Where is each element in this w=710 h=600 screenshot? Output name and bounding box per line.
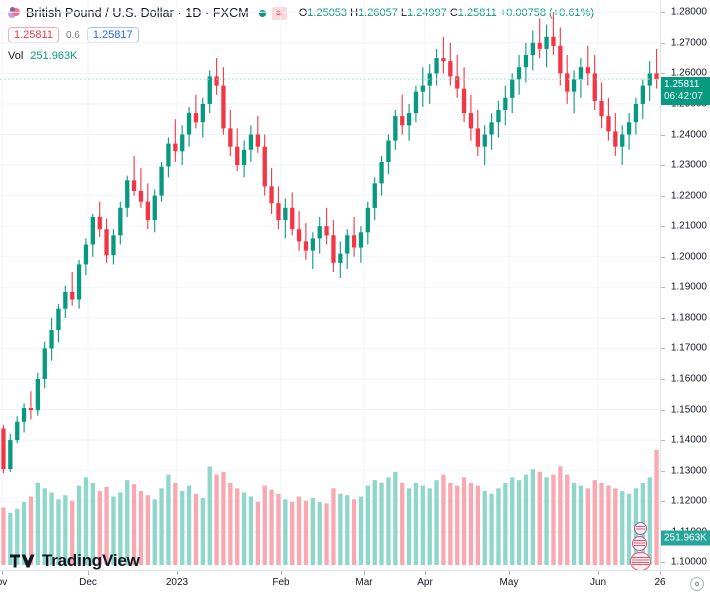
gbp-flag-icon[interactable]: [634, 522, 647, 535]
price-tick: [661, 287, 665, 289]
price-tick: [661, 256, 665, 258]
time-tick: [281, 571, 282, 575]
price-tick: [661, 226, 665, 228]
price-tick: [661, 501, 665, 503]
time-tick: [88, 571, 89, 575]
price-tick-label: 1.20000: [670, 251, 707, 263]
ohlc-l-value: 1.24997: [407, 7, 447, 19]
volume-label: Vol: [8, 50, 24, 62]
price-tick: [661, 195, 665, 197]
time-tick-label: 26: [654, 577, 666, 588]
time-axis[interactable]: ov Dec 2023 Feb Mar Apr May Jun 26: [0, 570, 710, 600]
usd-flag-large-icon[interactable]: [630, 552, 651, 571]
price-tick: [661, 409, 665, 411]
time-tick-label: May: [499, 577, 519, 588]
time-tick: [509, 571, 510, 575]
ohlc-change: +0.00758 (+0.61%): [499, 7, 594, 19]
price-tick: [661, 440, 665, 442]
ask-price-box[interactable]: 1.25817: [86, 27, 139, 43]
ohlc-o-key: O: [298, 7, 308, 19]
bar-countdown: 06:42:07: [664, 91, 703, 103]
currency-pair-icon: [8, 6, 21, 20]
price-tick: [661, 165, 665, 166]
time-tick-label: ov: [0, 577, 8, 588]
price-tick-label: 1.28000: [670, 6, 707, 18]
price-tick: [661, 348, 665, 350]
time-tick: [660, 571, 661, 575]
price-tick-label: 1.18000: [670, 312, 707, 324]
usd-flag-icon[interactable]: [632, 536, 647, 551]
bid-ask-row: 1.25811 0.6 1.25817: [8, 25, 668, 45]
price-tick-label: 1.19000: [670, 281, 707, 293]
time-tick: [177, 571, 178, 575]
price-tick-label: 1.27000: [670, 37, 707, 49]
legend-title-row: British Pound / U.S. Dollar · 1D · FXCM …: [8, 4, 668, 22]
symbol-title[interactable]: British Pound / U.S. Dollar · 1D · FXCM: [26, 6, 249, 20]
price-tick: [661, 379, 665, 380]
time-tick: [2, 571, 3, 575]
price-tick: [661, 317, 665, 319]
time-tick-label: Apr: [417, 577, 433, 588]
currency-flag-stack[interactable]: [630, 522, 662, 578]
time-tick-label: Dec: [79, 577, 97, 588]
price-tick-label: 1.21000: [670, 220, 707, 232]
bid-price-box[interactable]: 1.25811: [8, 27, 59, 43]
price-tick-label: 1.15000: [670, 404, 707, 415]
price-tick: [661, 562, 665, 564]
spread-value: 0.6: [65, 29, 80, 41]
price-tick: [661, 73, 665, 75]
time-tick-label: 2023: [165, 577, 189, 588]
ohlc-h-key: H: [350, 7, 359, 19]
price-tick: [661, 42, 665, 44]
volume-legend-row: Vol 251.963K: [8, 48, 668, 64]
ohlc-o-value: 1.25053: [307, 7, 348, 19]
price-tick: [661, 134, 665, 136]
ohlc-c-key: C: [449, 7, 458, 19]
time-tick-label: Jun: [589, 577, 607, 588]
current-price-value: 1.25811: [664, 79, 700, 91]
chart-plot-area[interactable]: [0, 0, 660, 570]
time-tick: [364, 571, 365, 575]
tradingview-watermark: TradingView: [10, 550, 140, 572]
tradingview-logo: [10, 553, 36, 569]
series-visibility-dot[interactable]: [258, 9, 266, 17]
price-tick: [661, 12, 665, 14]
chart-legend: British Pound / U.S. Dollar · 1D · FXCM …: [8, 4, 668, 64]
volume-badge[interactable]: 251.963K: [661, 530, 710, 546]
price-tick-label: 1.14000: [670, 434, 707, 446]
price-tick-label: 1.23000: [670, 159, 707, 171]
price-tick-label: 1.26000: [670, 67, 707, 79]
current-price-badge[interactable]: 1.25811 06:42:07: [661, 77, 710, 106]
price-tick: [661, 470, 665, 472]
price-tick-label: 1.13000: [670, 465, 707, 477]
tradingview-wordmark: TradingView: [42, 551, 140, 570]
price-tick-label: 1.12000: [670, 495, 707, 507]
time-tick-label: Feb: [272, 577, 290, 588]
price-tick-label: 1.24000: [670, 129, 707, 140]
price-tick-label: 1.10000: [670, 556, 707, 568]
volume-value: 251.963K: [30, 50, 78, 62]
price-axis[interactable]: 1.280001.270001.260001.250001.240001.230…: [660, 0, 710, 570]
gear-icon[interactable]: [690, 577, 704, 591]
ohlc-c-value: 1.25811: [457, 7, 497, 19]
time-tick-label: Mar: [355, 577, 373, 588]
ohlc-h-value: 1.26057: [358, 7, 398, 19]
price-tick-label: 1.16000: [670, 373, 707, 385]
candlestick-svg: [0, 0, 660, 570]
price-tick-label: 1.17000: [670, 342, 707, 354]
price-tick-label: 1.22000: [670, 190, 707, 202]
ohlc-values: O1.25053 H1.26057 L1.24997 C1.25811 +0.0…: [299, 7, 594, 19]
ohlc-l-key: L: [400, 7, 408, 19]
time-tick: [598, 571, 599, 575]
time-tick: [425, 571, 426, 575]
